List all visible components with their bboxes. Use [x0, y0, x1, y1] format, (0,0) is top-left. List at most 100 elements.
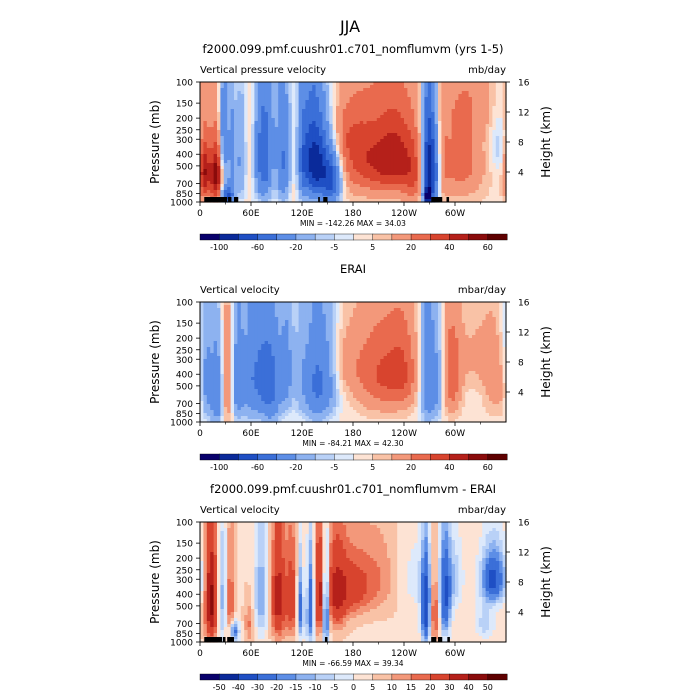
heatmap-cell: [342, 323, 347, 327]
heatmap-cell: [451, 314, 456, 318]
heatmap-cell: [254, 103, 259, 107]
heatmap-cell: [417, 82, 422, 86]
heatmap-cell: [349, 311, 354, 315]
heatmap-cell: [220, 344, 225, 348]
heatmap-cell: [376, 118, 381, 122]
heatmap-cell: [319, 145, 323, 149]
heatmap-cell: [400, 169, 405, 173]
heatmap-cell: [451, 130, 456, 134]
heatmap-cell: [359, 335, 364, 339]
heatmap-cell: [342, 88, 347, 92]
heatmap-cell: [407, 118, 412, 122]
heatmap-cell: [393, 160, 398, 164]
heatmap-cell: [254, 344, 259, 348]
heatmap-cell: [455, 142, 459, 146]
heatmap-cell: [441, 190, 446, 194]
heatmap-cell: [278, 323, 283, 327]
heatmap-cell: [472, 163, 476, 167]
heatmap-cell: [410, 154, 415, 158]
heatmap-cell: [288, 100, 293, 104]
heatmap-cell: [312, 326, 317, 330]
heatmap-cell: [431, 329, 436, 333]
heatmap-cell: [492, 121, 497, 125]
heatmap-cell: [478, 338, 483, 342]
heatmap-cell: [271, 323, 276, 327]
heatmap-cell: [472, 118, 476, 122]
heatmap-cell: [475, 187, 480, 191]
heatmap-cell: [404, 112, 408, 116]
heatmap-cell: [281, 154, 286, 158]
heatmap-cell: [393, 106, 398, 110]
heatmap-cell: [217, 175, 221, 179]
heatmap-cell: [421, 154, 425, 158]
heatmap-cell: [302, 100, 306, 104]
heatmap-cell: [315, 302, 320, 306]
heatmap-cell: [298, 163, 303, 167]
heatmap-cell: [244, 305, 249, 309]
heatmap-cell: [366, 341, 371, 345]
heatmap-cell: [414, 94, 419, 98]
heatmap-cell: [315, 82, 320, 86]
heatmap-cell: [461, 136, 466, 140]
heatmap-cell: [329, 136, 334, 140]
heatmap-cell: [244, 82, 249, 86]
heatmap-cell: [475, 311, 480, 315]
heatmap-cell: [298, 317, 303, 321]
heatmap-cell: [451, 338, 456, 342]
heatmap-cell: [390, 139, 395, 143]
heatmap-cell: [305, 142, 310, 146]
heatmap-cell: [285, 145, 289, 149]
heatmap-cell: [441, 148, 446, 152]
heatmap-cell: [322, 332, 327, 336]
heatmap-cell: [417, 94, 422, 98]
heatmap-cell: [336, 91, 340, 95]
heatmap-cell: [465, 118, 470, 122]
heatmap-cell: [414, 332, 419, 336]
heatmap-cell: [441, 133, 446, 137]
heatmap-cell: [254, 121, 259, 125]
heatmap-cell: [448, 112, 453, 116]
heatmap-cell: [329, 154, 334, 158]
heatmap-cell: [244, 109, 249, 113]
heatmap-cell: [305, 175, 310, 179]
heatmap-cell: [322, 320, 327, 324]
heatmap-cell: [458, 133, 463, 137]
heatmap-cell: [234, 317, 238, 321]
heatmap-cell: [407, 163, 412, 167]
heatmap-cell: [458, 130, 463, 134]
heatmap-cell: [312, 181, 317, 185]
heatmap-cell: [305, 184, 310, 188]
heatmap-cell: [434, 157, 439, 161]
heatmap-cell: [489, 184, 493, 188]
heatmap-cell: [404, 151, 408, 155]
heatmap-cell: [217, 124, 221, 128]
heatmap-cell: [397, 193, 402, 197]
heatmap-cell: [237, 160, 242, 164]
heatmap-cell: [472, 341, 476, 345]
heatmap-cell: [492, 130, 497, 134]
heatmap-cell: [200, 106, 204, 110]
heatmap-cell: [353, 311, 357, 315]
heatmap-cell: [312, 317, 317, 321]
heatmap-cell: [376, 91, 381, 95]
heatmap-cell: [336, 118, 340, 122]
heatmap-cell: [376, 115, 381, 119]
heatmap-cell: [495, 332, 500, 336]
heatmap-cell: [489, 145, 493, 149]
heatmap-cell: [407, 323, 412, 327]
heatmap-cell: [295, 308, 300, 312]
heatmap-cell: [397, 341, 402, 345]
heatmap-cell: [458, 142, 463, 146]
heatmap-cell: [444, 151, 449, 155]
heatmap-cell: [400, 166, 405, 170]
heatmap-cell: [455, 320, 459, 324]
heatmap-cell: [257, 97, 262, 101]
heatmap-cell: [359, 181, 364, 185]
heatmap-cell: [465, 193, 470, 197]
heatmap-cell: [366, 115, 371, 119]
heatmap-cell: [274, 145, 279, 149]
heatmap-cell: [336, 109, 340, 113]
heatmap-cell: [254, 184, 259, 188]
heatmap-cell: [237, 326, 242, 330]
heatmap-cell: [461, 139, 466, 143]
